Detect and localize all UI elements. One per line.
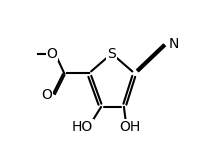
Text: HO: HO bbox=[72, 120, 93, 134]
Text: O: O bbox=[41, 88, 52, 102]
Text: OH: OH bbox=[119, 120, 141, 134]
Text: S: S bbox=[107, 47, 116, 61]
Text: O: O bbox=[47, 47, 58, 61]
Text: N: N bbox=[169, 37, 179, 51]
